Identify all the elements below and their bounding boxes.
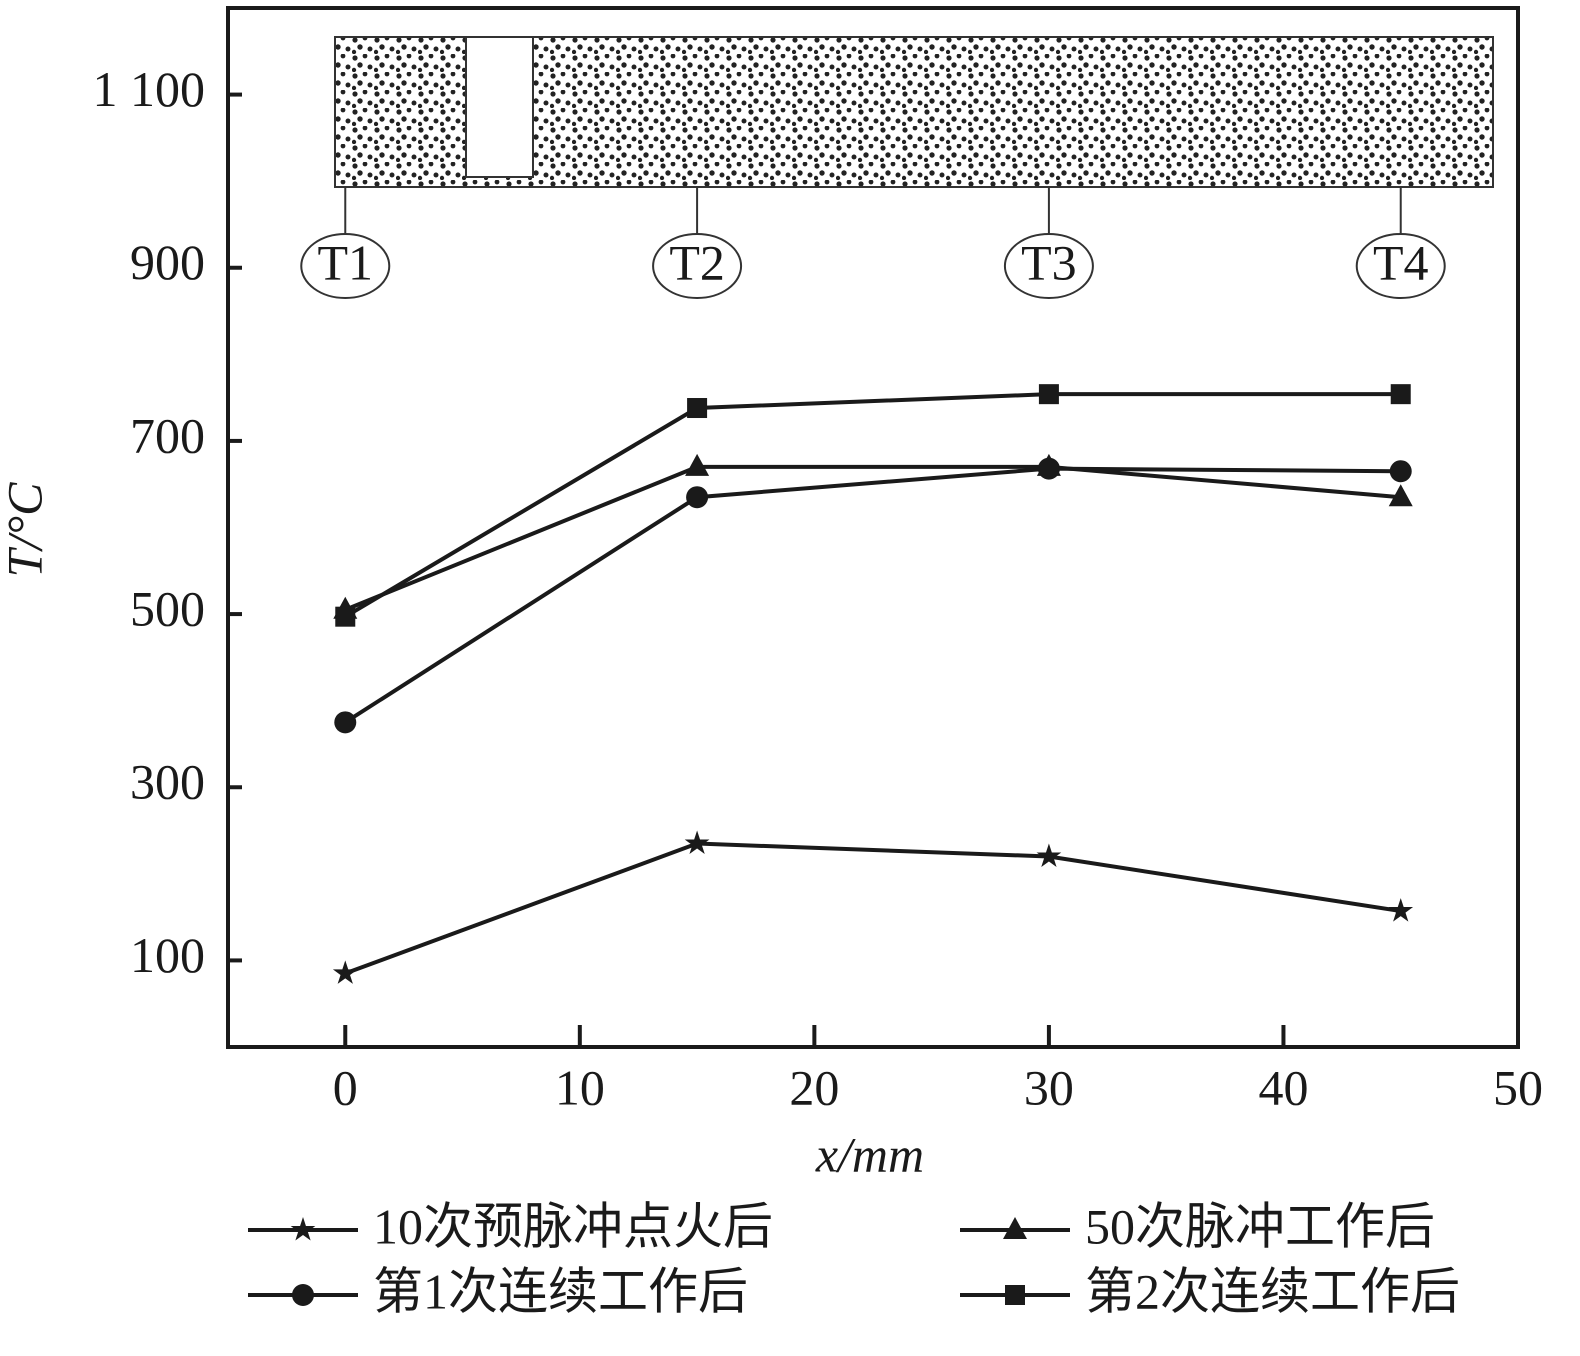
marker	[332, 960, 358, 984]
marker	[1388, 898, 1414, 922]
probe-ellipse	[1355, 233, 1446, 299]
legend-marker	[1003, 1217, 1027, 1239]
x-tick-label: 0	[333, 1059, 358, 1115]
probe-ellipse	[652, 233, 743, 299]
y-tick-label: 100	[130, 927, 205, 983]
marker	[335, 606, 356, 627]
probe-label: T1	[317, 234, 373, 290]
marker	[684, 830, 710, 855]
marker	[685, 453, 710, 476]
probe-label: T2	[669, 234, 725, 290]
x-tick-label: 20	[789, 1059, 839, 1115]
x-tick-label: 30	[1024, 1059, 1074, 1115]
y-tick-label: 700	[130, 407, 205, 463]
y-tick-label: 1 100	[93, 61, 206, 117]
legend-label: 50次脉冲工作后	[1085, 1198, 1435, 1254]
marker	[1036, 843, 1062, 868]
y-tick-label: 300	[130, 754, 205, 810]
legend-marker	[290, 1217, 316, 1241]
plot-frame	[226, 6, 1520, 1049]
y-axis-label: T/°C	[0, 482, 52, 578]
marker	[334, 711, 357, 734]
x-tick-label: 40	[1258, 1059, 1308, 1115]
marker	[1038, 384, 1059, 405]
probe-label: T3	[1021, 234, 1077, 290]
series-line	[344, 464, 1401, 612]
probe-label: T4	[1373, 234, 1429, 290]
legend-label: 10次预脉冲点火后	[373, 1198, 773, 1254]
series-line	[344, 392, 1401, 619]
probe-ellipse	[1003, 233, 1094, 299]
inset-diagram	[334, 36, 1494, 188]
legend-marker	[292, 1284, 314, 1306]
series-line	[344, 841, 1402, 976]
marker	[686, 486, 709, 509]
marker	[1388, 484, 1413, 507]
marker	[1390, 384, 1411, 405]
legend-marker	[1005, 1285, 1025, 1305]
x-tick-label: 10	[555, 1059, 605, 1115]
y-tick-label: 900	[130, 234, 205, 290]
series-line	[344, 466, 1401, 724]
x-tick-label: 50	[1493, 1059, 1543, 1115]
marker	[687, 398, 708, 419]
y-tick-label: 500	[130, 581, 205, 637]
legend-label: 第1次连续工作后	[373, 1263, 748, 1319]
probe-ellipse	[300, 233, 391, 299]
legend-label: 第2次连续工作后	[1085, 1263, 1460, 1319]
marker	[1389, 460, 1412, 483]
x-axis-label: x/mm	[815, 1126, 924, 1182]
marker	[1037, 457, 1060, 480]
